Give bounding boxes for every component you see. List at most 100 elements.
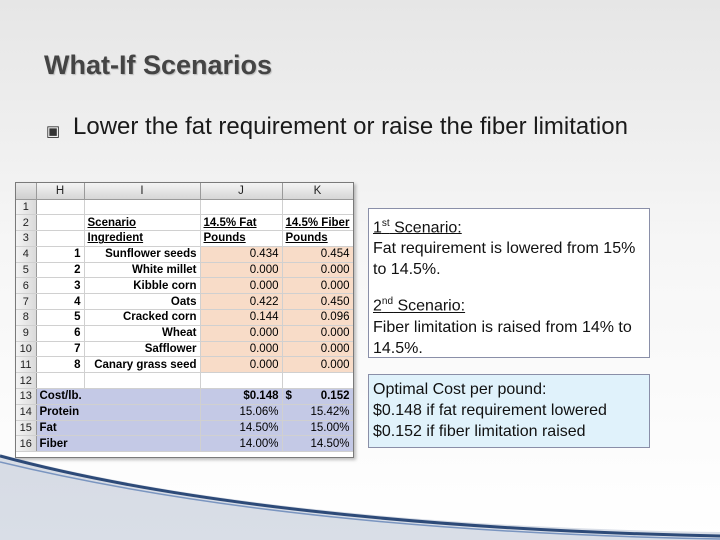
fat-scenario-protein[interactable]: 15.06% [200,404,283,421]
table-row: 12 [16,372,353,390]
row-header[interactable]: 3 [16,230,37,247]
fiber-scenario-pounds[interactable]: 0.000 [282,262,353,279]
fat-scenario-fiber[interactable]: 14.00% [200,435,283,453]
fat-scenario-pounds[interactable]: 0.434 [200,246,283,263]
protein-label[interactable]: Protein [36,404,201,421]
ingredient-name[interactable]: White millet [84,262,201,279]
ingredient-name[interactable]: Cracked corn [84,309,201,326]
table-row: 2 Scenario 14.5% Fat 14.5% Fiber [16,214,353,232]
column-header-i[interactable]: I [84,183,201,200]
row-header[interactable]: 4 [16,246,37,263]
optimal-cost-box: Optimal Cost per pound: $0.148 if fat re… [368,374,650,448]
scenario-2-text: Fiber limitation is raised from 14% to 1… [373,318,632,357]
fiber-label[interactable]: Fiber [36,435,201,453]
row-header[interactable]: 1 [16,199,37,216]
spreadsheet: H I J K 1 2 Scenario 14.5% Fat 14.5% Fi [15,182,354,458]
pounds-header[interactable]: Pounds [200,230,283,247]
fiber-scenario-pounds[interactable]: 0.454 [282,246,353,263]
fat-scenario-cost[interactable]: $0.148 [200,388,283,405]
row-header[interactable]: 8 [16,309,37,326]
cell[interactable] [200,199,283,216]
ingredient-label-cell[interactable]: Ingredient [84,230,201,247]
fat-scenario-pounds[interactable]: 0.000 [200,277,283,295]
fat-scenario-pounds[interactable]: 0.000 [200,325,283,342]
cell[interactable] [200,372,283,390]
fat-scenario-pounds[interactable]: 0.144 [200,309,283,326]
row-header[interactable]: 7 [16,293,37,311]
cell[interactable] [282,372,353,390]
cost-label[interactable]: Cost/lb. [36,388,201,405]
fiber-scenario-pounds[interactable]: 0.000 [282,356,353,374]
column-header-h[interactable]: H [36,183,85,200]
fiber-scenario-protein[interactable]: 15.42% [282,404,353,421]
ingredient-number[interactable]: 6 [36,325,85,342]
fiber-scenario-cost[interactable]: $ 0.152 [282,388,353,405]
fat-scenario-fat[interactable]: 14.50% [200,420,283,437]
cell[interactable] [36,214,85,232]
table-row: 6 3 Kibble corn 0.000 0.000 [16,277,353,295]
row-header[interactable]: 11 [16,356,37,374]
fat-scenario-pounds[interactable]: 0.000 [200,356,283,374]
fiber-scenario-pounds[interactable]: 0.096 [282,309,353,326]
row-header[interactable]: 13 [16,388,37,405]
fat-scenario-pounds[interactable]: 0.422 [200,293,283,311]
table-row: 10 7 Safflower 0.000 0.000 [16,341,353,358]
ingredient-name[interactable]: Oats [84,293,201,311]
cell[interactable] [282,199,353,216]
scenario-fat-header[interactable]: 14.5% Fat [200,214,283,232]
ingredient-number[interactable]: 1 [36,246,85,263]
ingredient-name[interactable]: Safflower [84,341,201,358]
table-row: 9 6 Wheat 0.000 0.000 [16,325,353,342]
row-header[interactable]: 16 [16,435,37,453]
column-header-j[interactable]: J [200,183,283,200]
table-row: 15 Fat 14.50% 15.00% [16,420,353,437]
scenario-fiber-header[interactable]: 14.5% Fiber [282,214,353,232]
ingredient-name[interactable]: Canary grass seed [84,356,201,374]
ingredient-name[interactable]: Sunflower seeds [84,246,201,263]
row-header[interactable]: 15 [16,420,37,437]
table-row: 4 1 Sunflower seeds 0.434 0.454 [16,246,353,263]
ingredient-number[interactable]: 3 [36,277,85,295]
fiber-scenario-fiber[interactable]: 14.50% [282,435,353,453]
row-header[interactable]: 10 [16,341,37,358]
ingredient-number[interactable]: 5 [36,309,85,326]
fiber-scenario-fat[interactable]: 15.00% [282,420,353,437]
scenario-1-heading: 1st Scenario: [373,218,462,237]
cell[interactable] [84,372,201,390]
row-header[interactable]: 14 [16,404,37,421]
table-row: 16 Fiber 14.00% 14.50% [16,435,353,453]
row-header[interactable]: 2 [16,214,37,232]
row-header[interactable]: 6 [16,277,37,295]
sheet-corner[interactable] [16,183,37,200]
fat-label[interactable]: Fat [36,420,201,437]
fat-scenario-pounds[interactable]: 0.000 [200,341,283,358]
table-row: 3 Ingredient Pounds Pounds [16,230,353,247]
pounds-header[interactable]: Pounds [282,230,353,247]
cell[interactable] [36,372,85,390]
fiber-scenario-pounds[interactable]: 0.000 [282,325,353,342]
optimal-cost-fiber: $0.152 if fiber limitation raised [373,423,586,440]
row-header[interactable]: 12 [16,372,37,390]
table-row: 1 [16,199,353,216]
scenario-label-cell[interactable]: Scenario [84,214,201,232]
row-header[interactable]: 9 [16,325,37,342]
table-row: 5 2 White millet 0.000 0.000 [16,262,353,279]
bullet-text: Lower the fat requirement or raise the f… [73,113,628,140]
cell[interactable] [36,230,85,247]
ingredient-number[interactable]: 2 [36,262,85,279]
column-header-k[interactable]: K [282,183,353,200]
fiber-scenario-pounds[interactable]: 0.000 [282,277,353,295]
ingredient-number[interactable]: 8 [36,356,85,374]
fiber-scenario-pounds[interactable]: 0.450 [282,293,353,311]
fiber-scenario-pounds[interactable]: 0.000 [282,341,353,358]
table-row: 8 5 Cracked corn 0.144 0.096 [16,309,353,326]
row-header[interactable]: 5 [16,262,37,279]
cell[interactable] [84,199,201,216]
ingredient-name[interactable]: Kibble corn [84,277,201,295]
ingredient-name[interactable]: Wheat [84,325,201,342]
ingredient-number[interactable]: 7 [36,341,85,358]
cell[interactable] [36,199,85,216]
ingredient-number[interactable]: 4 [36,293,85,311]
fat-scenario-pounds[interactable]: 0.000 [200,262,283,279]
optimal-cost-heading: Optimal Cost per pound: [373,381,547,398]
